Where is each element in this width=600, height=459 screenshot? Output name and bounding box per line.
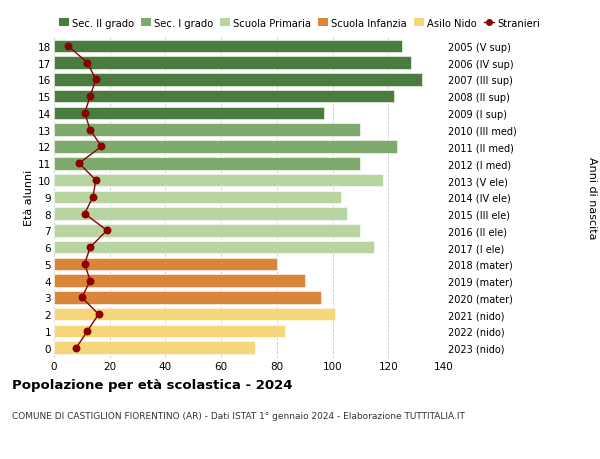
Bar <box>54 308 335 321</box>
Point <box>85 244 95 251</box>
Bar <box>54 191 341 204</box>
Point <box>91 77 101 84</box>
Point <box>94 311 103 318</box>
Point <box>97 144 106 151</box>
Point <box>83 60 92 67</box>
Bar <box>54 174 383 187</box>
Point <box>63 43 73 50</box>
Point <box>80 210 89 218</box>
Bar <box>54 341 254 354</box>
Point <box>85 93 95 101</box>
Bar <box>54 258 277 271</box>
Bar <box>54 224 361 237</box>
Y-axis label: Età alunni: Età alunni <box>24 169 34 225</box>
Point <box>80 110 89 118</box>
Bar <box>54 275 305 287</box>
Text: Popolazione per età scolastica - 2024: Popolazione per età scolastica - 2024 <box>12 379 293 392</box>
Point <box>74 160 84 168</box>
Bar <box>54 107 324 120</box>
Bar <box>54 91 394 103</box>
Bar <box>54 124 361 137</box>
Point <box>71 344 81 352</box>
Point <box>83 328 92 335</box>
Bar <box>54 74 422 86</box>
Bar <box>54 57 410 70</box>
Point <box>88 194 98 201</box>
Point <box>102 227 112 235</box>
Point <box>85 127 95 134</box>
Legend: Sec. II grado, Sec. I grado, Scuola Primaria, Scuola Infanzia, Asilo Nido, Stran: Sec. II grado, Sec. I grado, Scuola Prim… <box>59 18 539 28</box>
Bar <box>54 40 402 53</box>
Text: COMUNE DI CASTIGLION FIORENTINO (AR) - Dati ISTAT 1° gennaio 2024 - Elaborazione: COMUNE DI CASTIGLION FIORENTINO (AR) - D… <box>12 411 465 420</box>
Bar <box>54 157 361 170</box>
Text: Anni di nascita: Anni di nascita <box>587 156 597 239</box>
Bar <box>54 208 347 220</box>
Point <box>91 177 101 185</box>
Point <box>80 261 89 268</box>
Bar <box>54 325 285 337</box>
Bar <box>54 241 374 254</box>
Bar <box>54 291 322 304</box>
Bar <box>54 141 397 153</box>
Point <box>77 294 86 302</box>
Point <box>85 277 95 285</box>
